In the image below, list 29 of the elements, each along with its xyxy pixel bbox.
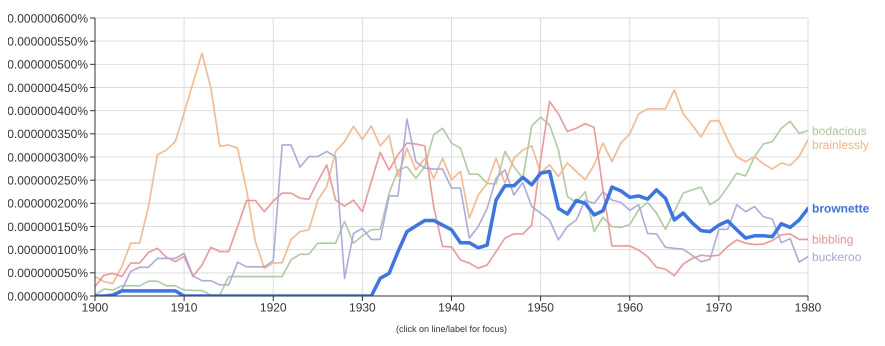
y-tick-label: 0.000000200% (7, 196, 88, 211)
x-tick-label: 1950 (527, 300, 554, 315)
y-tick-label: 0.000000400% (7, 104, 88, 118)
y-tick-label: 0.000000600% (7, 11, 88, 26)
x-tick-label: 1960 (616, 300, 644, 315)
y-tick-label: 0.000000450% (7, 80, 88, 95)
y-tick-label: 0.000000500% (7, 58, 88, 72)
y-tick-label: 0.000000050% (7, 266, 88, 280)
series-label: bodacious (812, 124, 867, 138)
x-tick-label: 1920 (260, 300, 287, 315)
text: (click on line/label for focus) (396, 324, 508, 334)
series-label: brainlessly (812, 138, 869, 152)
y-tick-label: 0.000000350% (7, 127, 88, 142)
y-tick-label: 0.000000150% (7, 220, 88, 234)
series-label: brownette (812, 202, 870, 216)
x-tick-label: 1980 (794, 300, 822, 315)
y-tick-label: 0.000000250% (7, 173, 88, 188)
x-tick-label: 1970 (706, 300, 733, 315)
line-series (95, 52, 808, 284)
x-tick-label: 1940 (438, 300, 466, 315)
x-tick-label: 1930 (349, 300, 376, 315)
y-tick-label: 0.000000300% (7, 150, 88, 164)
x-tick-label: 1900 (82, 300, 109, 315)
series-label: buckeroo (812, 250, 862, 264)
y-tick-label: 0.000000000% (7, 289, 88, 304)
y-tick-label: 0.000000550% (7, 34, 88, 48)
x-tick-label: 1910 (170, 300, 198, 315)
y-tick-label: 0.000000100% (7, 242, 88, 257)
series-label: bibbling (812, 232, 854, 247)
